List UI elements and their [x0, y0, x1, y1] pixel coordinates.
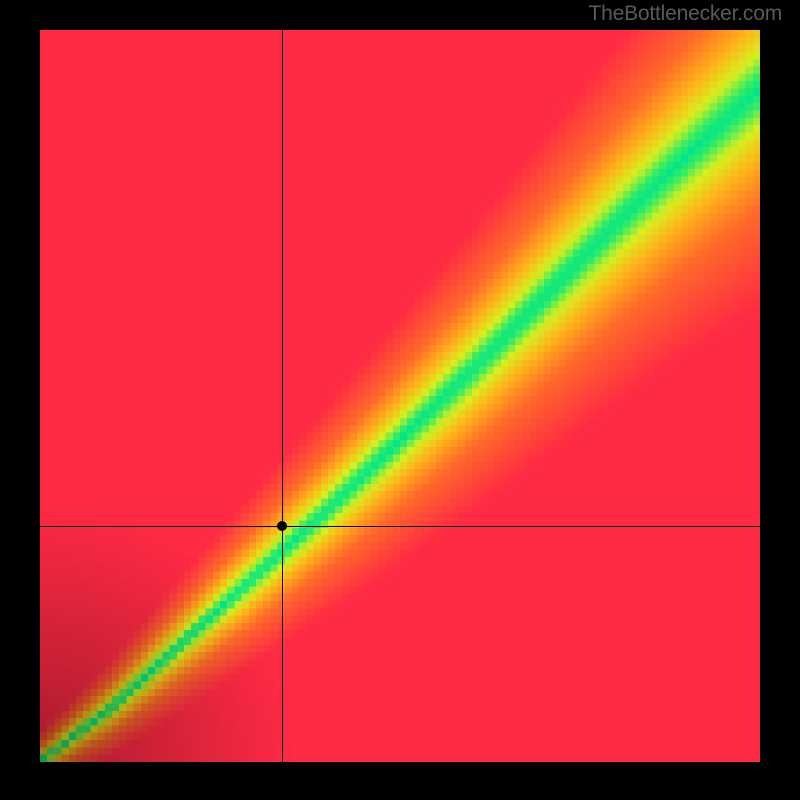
crosshair-horizontal: [40, 526, 760, 527]
crosshair-marker: [277, 521, 287, 531]
plot-area: [40, 30, 760, 762]
watermark-text: TheBottlenecker.com: [589, 2, 782, 26]
heatmap-canvas: [40, 30, 760, 762]
page-root: TheBottlenecker.com: [0, 0, 800, 800]
crosshair-vertical: [282, 30, 283, 762]
